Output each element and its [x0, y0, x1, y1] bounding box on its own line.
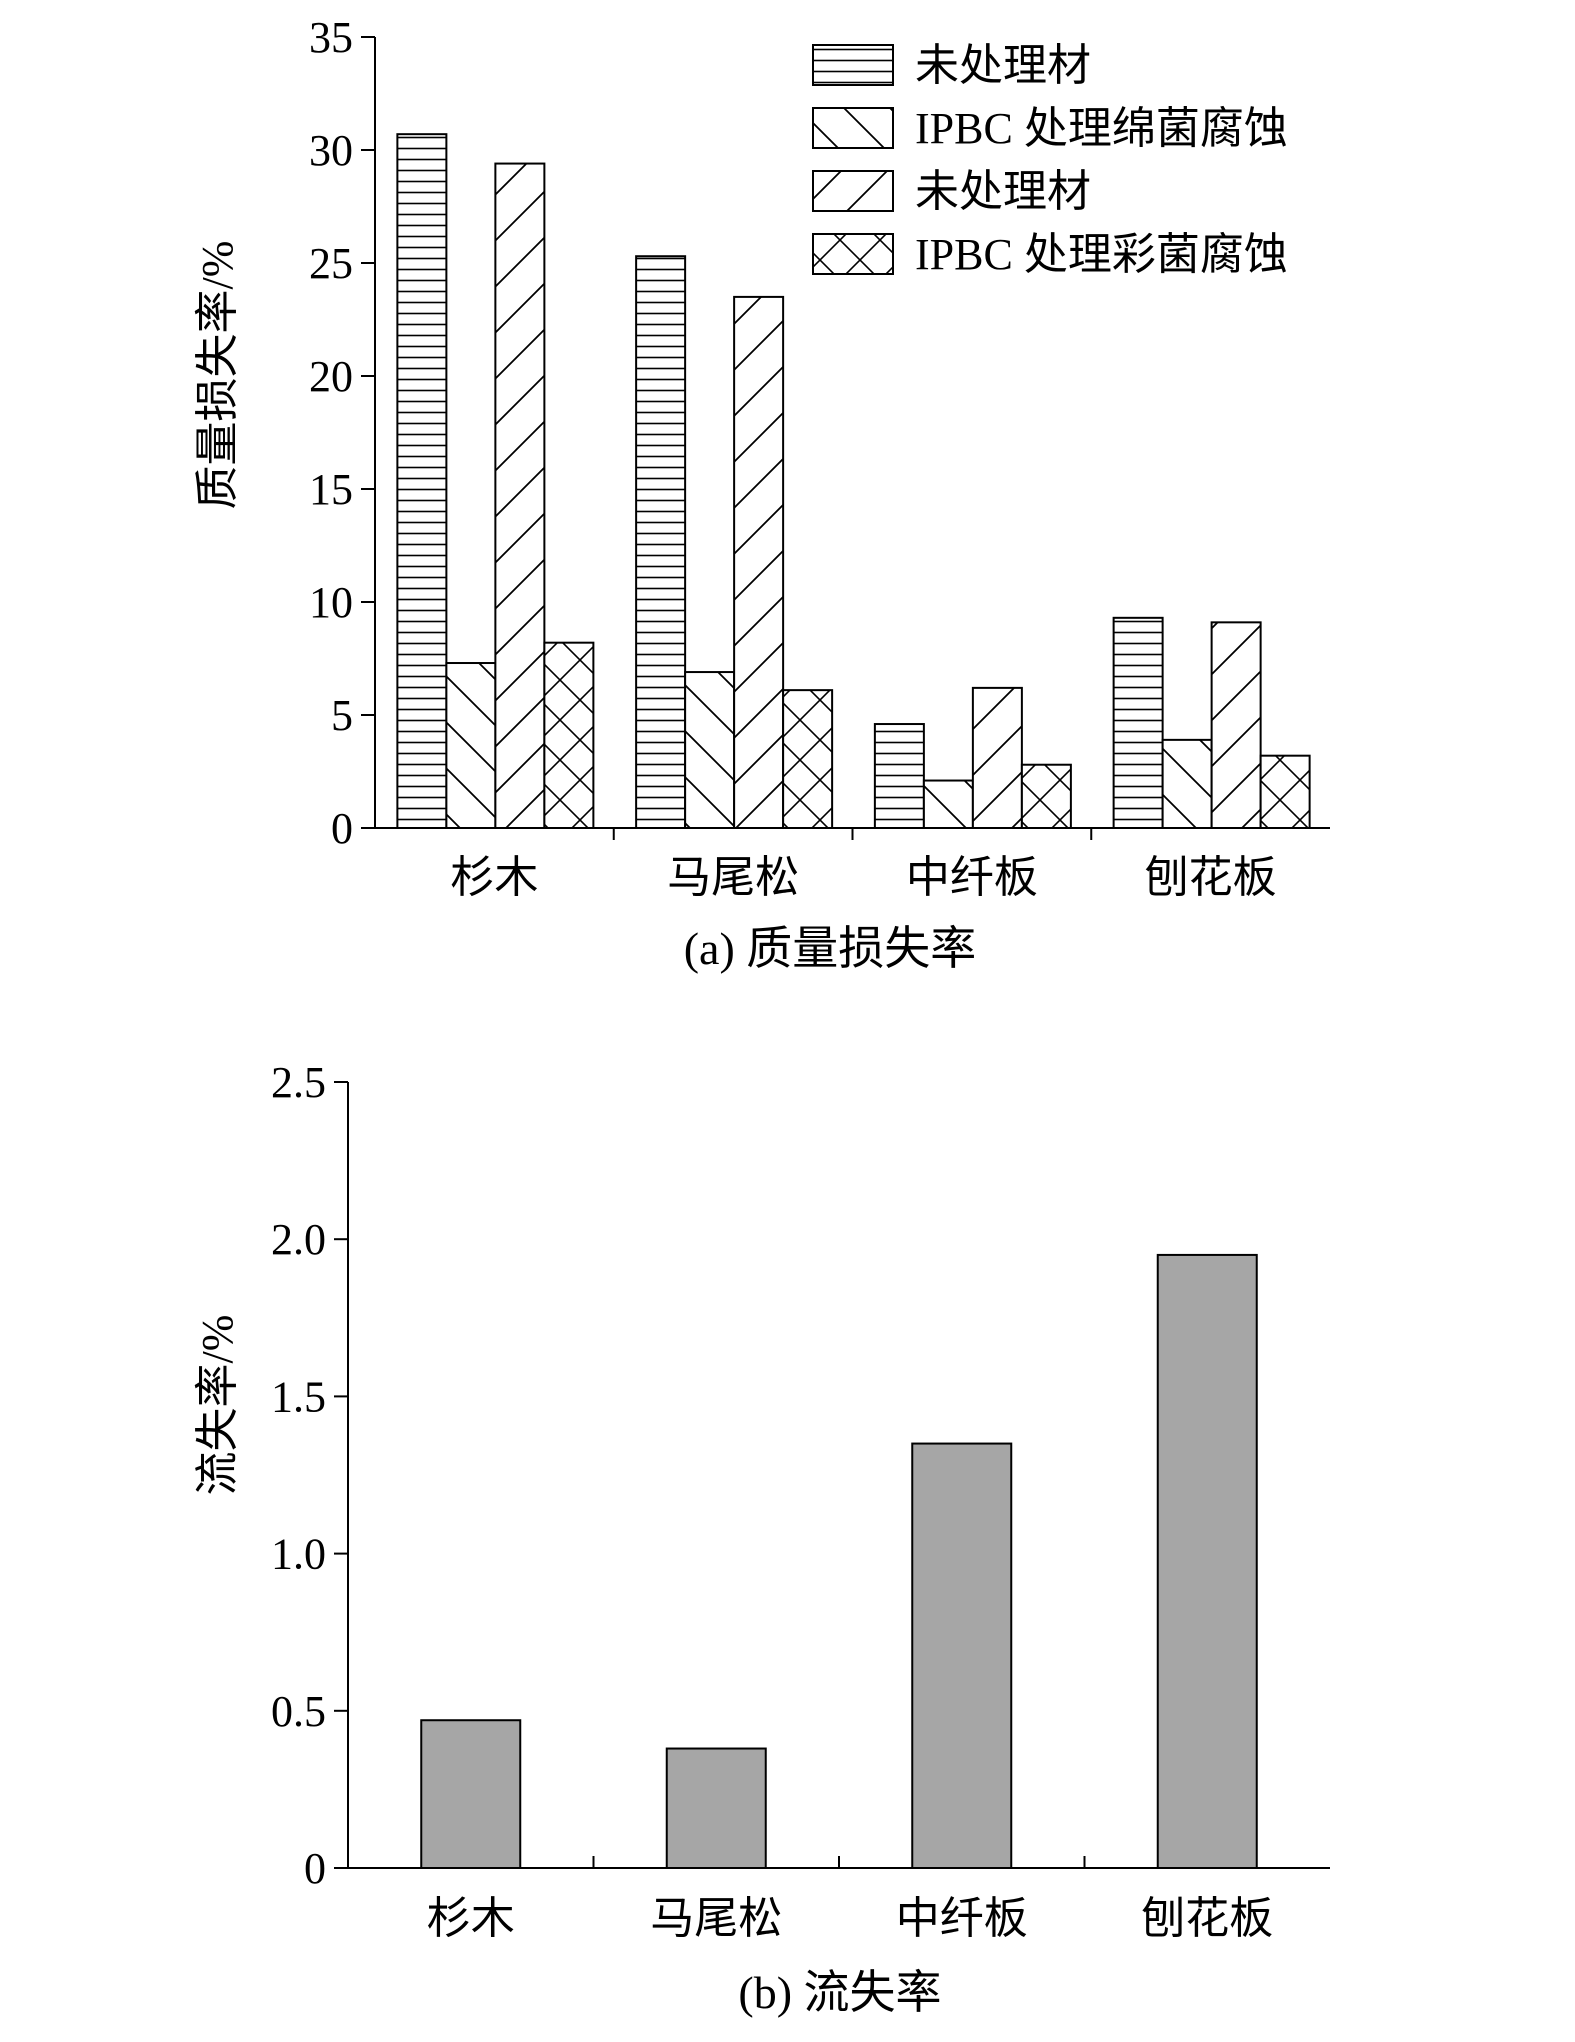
chart-mass-loss: 0 5 10 15 20 25 30 35 杉木 马尾松 中纤板 刨花板 未处理材 IPBC 处理绵菌腐…: [193, 13, 1330, 974]
chart-b-x-tick-label: 中纤板: [896, 1894, 1028, 1943]
chart-b-y-tick-label: 2.0: [271, 1215, 326, 1264]
chart-a-bar: [873, 723, 925, 829]
chart-a-x-tick-label: 刨花板: [1145, 853, 1277, 902]
chart-a-y-tick-label: 10: [309, 578, 353, 627]
chart-b-y-tick-label: 0.5: [271, 1687, 326, 1736]
chart-a-bar: [543, 641, 595, 829]
chart-a-bar: [494, 162, 546, 829]
chart-a-bar: [1020, 763, 1072, 829]
chart-b-bar: [665, 1747, 767, 1869]
chart-a-y-tick-label: 0: [331, 804, 353, 853]
chart-leaching-rate: 0 0.5 1.0 1.5 2.0 2.5 杉木 马尾松 中纤板 刨花板 流失率/% (b) 流失…: [193, 1058, 1330, 2018]
chart-a-bar: [635, 255, 687, 830]
chart-a-y-tick-label: 20: [309, 352, 353, 401]
chart-b-x-tick-label: 马尾松: [650, 1894, 782, 1943]
chart-a-caption: (a) 质量损失率: [684, 923, 977, 974]
chart-a-legend-label: IPBC 处理绵菌腐蚀: [915, 104, 1288, 153]
chart-a-x-tick-label: 杉木: [450, 853, 538, 902]
chart-b-y-tick-label: 1.5: [271, 1372, 326, 1421]
chart-a-legend-label: IPBC 处理彩菌腐蚀: [915, 230, 1288, 279]
chart-a-y-tick-label: 25: [309, 239, 353, 288]
chart-a-bar: [1259, 754, 1311, 829]
chart-b-x-tick-label: 刨花板: [1141, 1894, 1273, 1943]
chart-a-bar: [396, 133, 448, 829]
chart-b-axes: 0 0.5 1.0 1.5 2.0 2.5 杉木 马尾松 中纤板 刨花板: [271, 1058, 1330, 1943]
chart-a-bar: [445, 662, 497, 830]
chart-a-y-tick-label: 5: [331, 691, 353, 740]
chart-a-bar: [1210, 621, 1262, 830]
chart-a-bar: [971, 686, 1023, 829]
chart-b-bar: [911, 1442, 1013, 1870]
chart-b-y-tick-label: 0: [304, 1844, 326, 1893]
chart-a-legend-swatch: [812, 107, 894, 149]
chart-a-legend-swatch: [812, 170, 894, 212]
chart-b-y-tick-label: 1.0: [271, 1530, 326, 1579]
chart-a-x-tick-label: 马尾松: [667, 853, 799, 902]
chart-a-y-tick-label: 15: [309, 465, 353, 514]
chart-a-bar: [733, 295, 785, 829]
chart-a-bar: [922, 779, 974, 829]
chart-a-x-tick-label: 中纤板: [906, 853, 1038, 902]
chart-b-y-axis-label: 流失率/%: [193, 1315, 242, 1496]
chart-a-legend-swatch: [812, 44, 894, 86]
chart-a-y-axis-label: 质量损失率/%: [193, 241, 242, 510]
chart-a-bar: [782, 689, 834, 830]
chart-a-y-tick-label: 30: [309, 126, 353, 175]
chart-a-axes: 0 5 10 15 20 25 30 35 杉木 马尾松 中纤板 刨花板: [309, 13, 1330, 902]
chart-b-x-tick-label: 杉木: [427, 1894, 515, 1943]
chart-b-bar: [1156, 1253, 1258, 1870]
chart-a-y-tick-label: 35: [309, 13, 353, 62]
chart-a-bars: [396, 133, 1311, 830]
chart-a-legend-swatch: [812, 233, 894, 275]
chart-a-bar: [1112, 616, 1164, 829]
chart-a-legend-label: 未处理材: [915, 167, 1091, 216]
chart-b-caption: (b) 流失率: [738, 1967, 941, 2018]
chart-b-bar: [420, 1719, 522, 1870]
chart-a-bar: [1161, 738, 1213, 829]
chart-a-legend-label: 未处理材: [915, 41, 1091, 90]
chart-b-bars: [420, 1253, 1258, 1870]
chart-b-y-tick-label: 2.5: [271, 1058, 326, 1107]
chart-a-bar: [684, 671, 736, 829]
